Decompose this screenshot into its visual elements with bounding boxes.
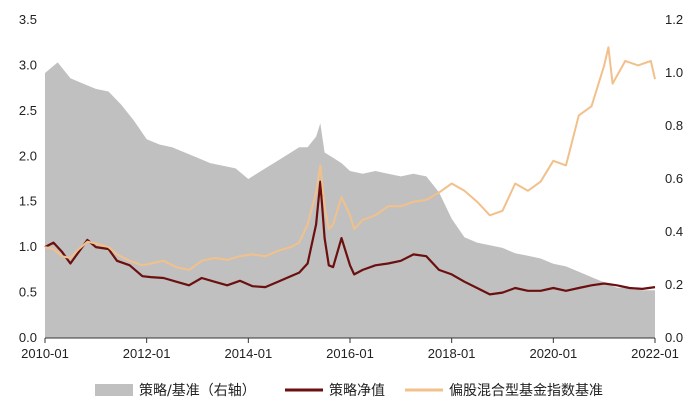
y-left-tick-label: 2.5 [19,103,37,118]
y-right-tick-label: 0.8 [665,118,683,133]
x-tick-label: 2022-01 [631,346,679,361]
y-left-tick-label: 3.5 [19,12,37,27]
y-right-tick-label: 1.2 [665,12,683,27]
axis-layer: 2010-01 2012-01 2014-01 2016-01 2018-01 2020-… [19,12,683,361]
legend-swatch [95,384,133,396]
y-right-tick-label: 0.4 [665,224,683,239]
legend-label: 策略净值 [329,382,385,399]
y-left-tick-label: 0.0 [19,330,37,345]
y-left-tick-label: 0.5 [19,285,37,300]
x-tick-label: 2018-01 [428,346,476,361]
y-left-tick-label: 1.5 [19,194,37,209]
legend: 策略/基准（右轴） 策略净值 偏股混合型基金指数基准 [95,382,603,399]
y-left-tick-label: 2.0 [19,148,37,163]
x-tick-label: 2012-01 [123,346,171,361]
x-tick-label: 2014-01 [224,346,272,361]
legend-item: 策略/基准（右轴） [95,382,256,399]
series-area-ratio [45,62,655,339]
y-right-tick-label: 0.6 [665,171,683,186]
line-layer [44,46,656,296]
y-left-tick-label: 1.0 [19,239,37,254]
series-line-benchmark [44,46,656,271]
legend-item: 策略净值 [285,382,385,399]
x-tick-label: 2010-01 [21,346,69,361]
y-right-tick-label: 0.2 [665,277,683,292]
legend-item: 偏股混合型基金指数基准 [405,382,603,399]
legend-label: 偏股混合型基金指数基准 [449,382,603,399]
x-tick-label: 2020-01 [529,346,577,361]
legend-label: 策略/基准（右轴） [139,382,256,399]
y-right-tick-label: 0.0 [665,330,683,345]
y-left-tick-label: 3.0 [19,57,37,72]
y-right-tick-label: 1.0 [665,65,683,80]
x-tick-label: 2016-01 [326,346,374,361]
area-layer [45,62,655,339]
series-line-strategy [44,180,656,296]
